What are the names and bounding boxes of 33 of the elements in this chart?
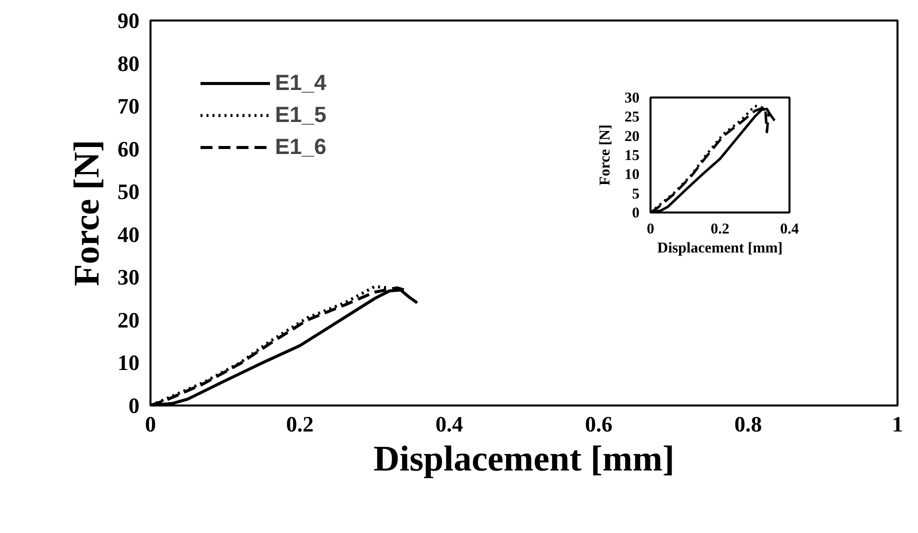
x-tick-label: 0.6 (584, 412, 612, 436)
x-tick-label: 0 (145, 412, 156, 436)
legend-label: E1_6 (275, 134, 326, 160)
y-tick-label: 25 (624, 110, 640, 126)
y-tick-label: 15 (624, 148, 640, 164)
y-tick-label: 50 (118, 179, 140, 204)
x-axis-title: Displacement [mm] (374, 438, 674, 478)
y-tick-label: 0 (632, 206, 640, 222)
x-tick-label: 0.2 (286, 412, 314, 436)
legend-label: E1_4 (275, 70, 326, 96)
y-axis-title: Force [N] (598, 124, 614, 186)
y-tick-label: 5 (632, 186, 640, 202)
x-tick-label: 0.4 (436, 412, 464, 436)
y-tick-label: 70 (118, 94, 140, 119)
y-tick-label: 80 (118, 50, 140, 76)
y-tick-label: 30 (118, 264, 140, 290)
y-tick-label: 20 (118, 307, 140, 332)
y-tick-label: 10 (624, 167, 640, 184)
y-tick-label: 10 (118, 350, 140, 376)
x-tick-label: 0.2 (710, 222, 730, 238)
x-axis-title: Displacement [mm] (657, 240, 783, 256)
y-tick-label: 0 (128, 393, 140, 418)
y-tick-label: 20 (624, 128, 640, 145)
y-tick-label: 40 (118, 222, 140, 247)
y-tick-label: 90 (118, 8, 140, 33)
y-tick-label: 30 (624, 90, 640, 106)
x-tick-label: 0 (646, 222, 654, 238)
legend-label: E1_5 (275, 102, 326, 128)
y-axis-title: Force [N] (66, 140, 106, 286)
y-tick-label: 60 (118, 136, 140, 162)
x-tick-label: 0.4 (780, 222, 800, 238)
x-tick-label: 0.8 (734, 412, 762, 436)
x-tick-label: 1 (892, 412, 903, 436)
